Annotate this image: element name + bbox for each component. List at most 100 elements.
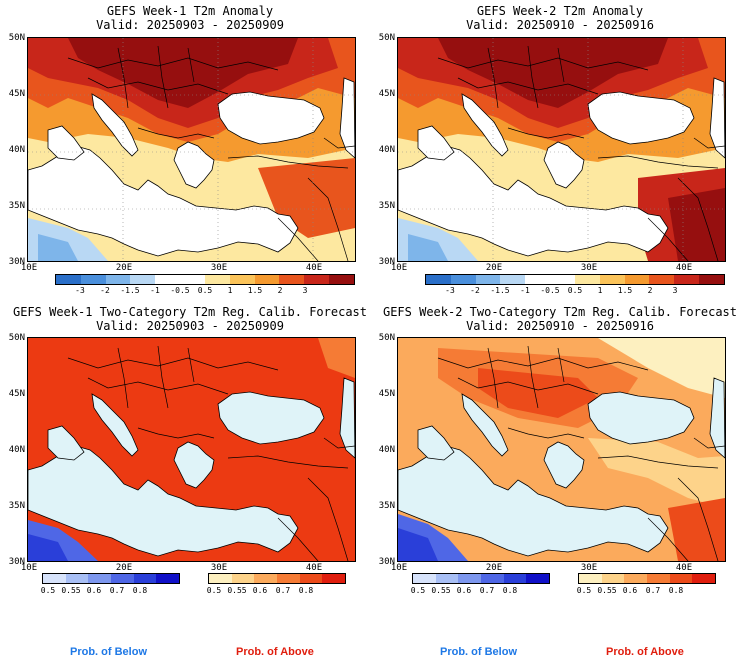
colorbar-swatch — [450, 275, 476, 284]
colorbar-swatch — [209, 574, 232, 583]
colorbar-swatch — [204, 275, 230, 284]
border-line-1 — [457, 77, 599, 95]
colorbar-swatch — [279, 275, 305, 284]
colorbar-tick-label: -0.5 — [170, 286, 190, 295]
colorbar-tick-label: -3 — [445, 286, 455, 295]
anomaly-colorbar-week1 — [55, 274, 355, 285]
colorbar-swatch — [574, 275, 600, 284]
colorbar-swatch — [481, 574, 504, 583]
lon-label: 30E — [580, 263, 598, 273]
colorbar-tick-label: 0.55 — [61, 586, 81, 595]
border-line-5 — [647, 477, 719, 561]
lat-label: 40N — [378, 145, 395, 155]
colorbar-swatch — [322, 574, 346, 583]
colorbar-swatch — [80, 275, 106, 284]
border-line-6 — [693, 437, 725, 449]
colorbar-swatch — [692, 574, 716, 583]
colorbar-swatch — [56, 275, 81, 284]
colorbar-swatch — [550, 275, 575, 284]
prob-above-label-week1: Prob. of Above — [236, 646, 314, 658]
border-line-6 — [323, 437, 355, 449]
anomaly-colorbar-week2 — [425, 274, 725, 285]
colorbar-swatch — [500, 275, 526, 284]
colorbar-tick-label: -2 — [100, 286, 110, 295]
prob-below-colorbar-week2 — [412, 573, 550, 584]
week2-probability-map — [397, 337, 726, 562]
colorbar-swatch — [304, 275, 330, 284]
colorbar-swatch — [624, 574, 648, 583]
colorbar-swatch — [669, 574, 693, 583]
border-line-6 — [323, 137, 355, 149]
lat-label: 50N — [378, 33, 395, 43]
prob-above-colorbar-week1 — [208, 573, 346, 584]
colorbar-tick-label: 0.7 — [479, 586, 495, 595]
border-line-3 — [137, 127, 215, 139]
lat-label: 30N — [8, 557, 25, 567]
colorbar-tick-label: 0.6 — [456, 586, 472, 595]
colorbar-swatch — [156, 574, 180, 583]
colorbar-tick-label: 2 — [277, 286, 283, 295]
lat-label: 35N — [378, 201, 395, 211]
colorbar-tick-label: 1 — [597, 286, 603, 295]
prob-below-colorbar-week1 — [42, 573, 180, 584]
border-line-5 — [277, 477, 349, 561]
sea-med — [28, 145, 299, 257]
sea-caspian — [339, 77, 355, 159]
colorbar-swatch — [699, 275, 724, 284]
colorbar-swatch — [105, 275, 131, 284]
sea-aegean — [173, 141, 215, 189]
lon-label: 30E — [210, 263, 228, 273]
colorbar-swatch — [526, 574, 550, 583]
colorbar-swatch — [254, 574, 278, 583]
sea-adriatic — [91, 393, 139, 457]
colorbar-swatch — [65, 574, 89, 583]
colorbar-tick-label: 3 — [672, 286, 678, 295]
colorbar-swatch — [579, 574, 602, 583]
colorbar-swatch — [674, 275, 700, 284]
prob-below-label-week2: Prob. of Below — [440, 646, 517, 658]
colorbar-swatch — [231, 574, 255, 583]
sea-tyrrh — [417, 425, 455, 461]
colorbar-swatch — [277, 574, 300, 583]
colorbar-swatch — [88, 574, 112, 583]
panel2-title: GEFS Week-2 T2m Anomaly Valid: 20250910 … — [466, 4, 654, 32]
lon-label: 20E — [485, 263, 503, 273]
colorbar-tick-label: 1 — [227, 286, 233, 295]
border-line-0 — [437, 57, 649, 71]
colorbar-tick-label: 0.6 — [622, 586, 638, 595]
border-line-4 — [227, 455, 349, 469]
colorbar-swatch — [155, 275, 181, 284]
colorbar-tick-label: 0.5 — [40, 586, 56, 595]
colorbar-tick-label: 1.5 — [617, 286, 633, 295]
colorbar-tick-label: -1.5 — [120, 286, 140, 295]
colorbar-tick-label: 0.8 — [132, 586, 148, 595]
colorbar-swatch — [426, 275, 451, 284]
lat-label: 40N — [8, 145, 25, 155]
lat-label: 30N — [8, 257, 25, 267]
colorbar-tick-label: -1.5 — [490, 286, 510, 295]
border-line-2 — [117, 345, 195, 409]
colorbar-swatch — [475, 275, 501, 284]
prob-below-label-week1: Prob. of Below — [70, 646, 147, 658]
colorbar-tick-label: 0.7 — [275, 586, 291, 595]
colorbar-tick-label: 0.7 — [109, 586, 125, 595]
colorbar-tick-label: 0.5 — [206, 586, 222, 595]
colorbar-swatch — [299, 574, 323, 583]
lon-label: 20E — [115, 263, 133, 273]
colorbar-tick-label: 0.5 — [567, 286, 583, 295]
lon-label: 10E — [20, 263, 38, 273]
colorbar-tick-label: -1 — [520, 286, 530, 295]
border-line-2 — [487, 45, 565, 109]
lat-label: 45N — [8, 389, 25, 399]
colorbar-swatch — [130, 275, 156, 284]
colorbar-tick-label: -0.5 — [540, 286, 560, 295]
prob-above-label-week2: Prob. of Above — [606, 646, 684, 658]
lon-label: 40E — [675, 563, 693, 573]
colorbar-swatch — [649, 275, 675, 284]
colorbar-tick-label: 0.8 — [668, 586, 684, 595]
sea-adriatic — [91, 93, 139, 157]
sea-tyrrh — [47, 425, 85, 461]
sea-black — [217, 91, 325, 145]
sea-caspian — [709, 77, 725, 159]
prob-above-colorbar-week2 — [578, 573, 716, 584]
